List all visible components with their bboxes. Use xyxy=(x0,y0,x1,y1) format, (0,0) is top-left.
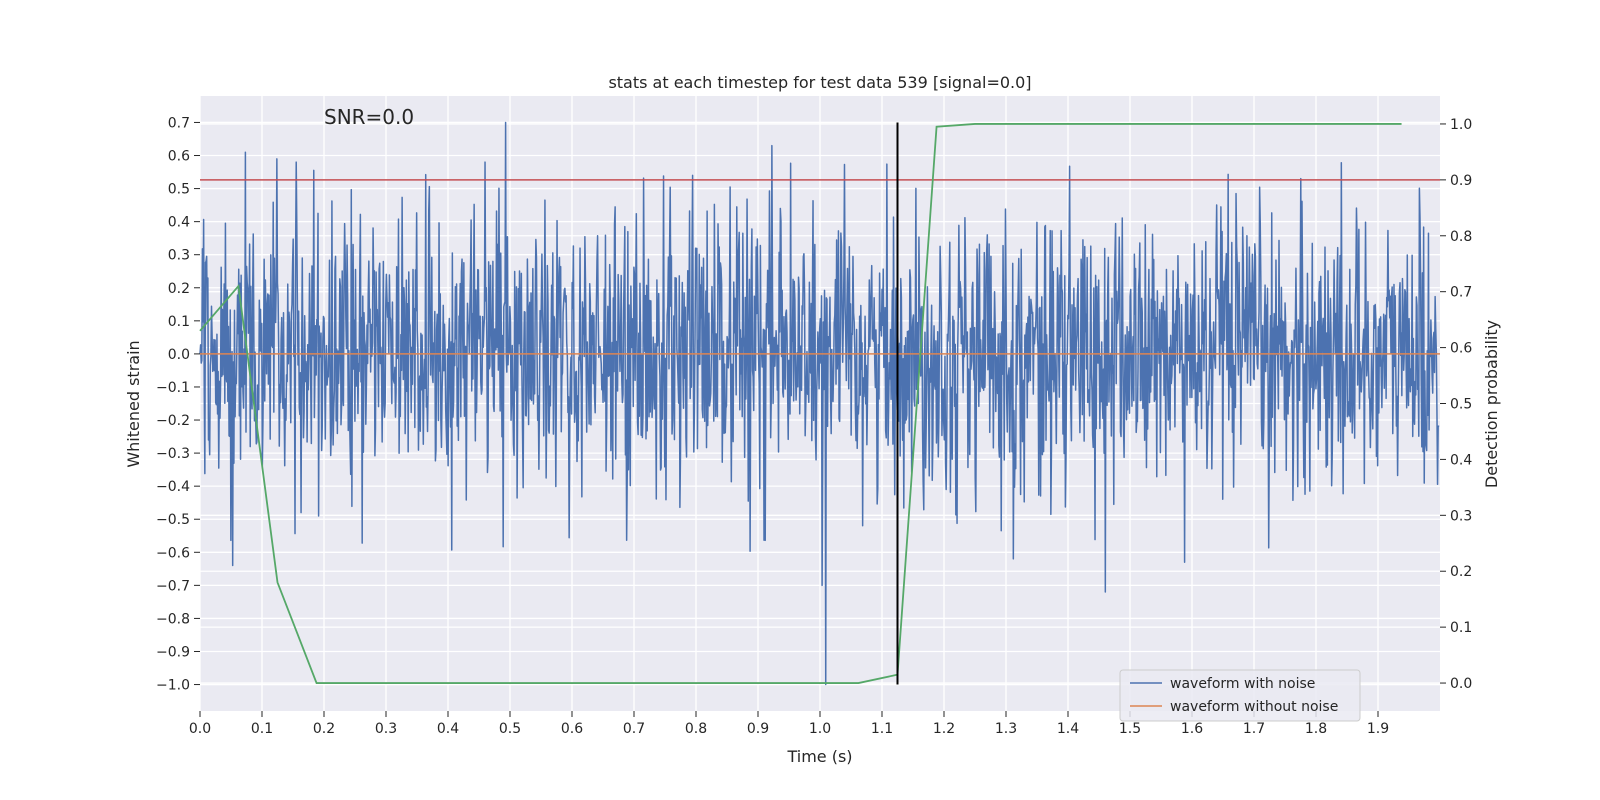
legend-label-clean: waveform without noise xyxy=(1170,699,1338,715)
x-tick-label: 1.9 xyxy=(1367,721,1389,737)
x-tick-label: 1.7 xyxy=(1243,721,1265,737)
y-tick-label: 0.1 xyxy=(168,314,190,330)
y2-tick-label: 0.1 xyxy=(1450,620,1472,636)
y-tick-label: −0.7 xyxy=(156,578,190,594)
grid xyxy=(200,96,1440,711)
x-tick-label: 0.3 xyxy=(375,721,397,737)
chart-title: stats at each timestep for test data 539… xyxy=(608,73,1031,92)
y-tick-label: −0.5 xyxy=(156,512,190,528)
x-tick-label: 1.5 xyxy=(1119,721,1141,737)
x-tick-label: 1.6 xyxy=(1181,721,1203,737)
x-tick-label: 1.4 xyxy=(1057,721,1079,737)
x-tick-label: 1.1 xyxy=(871,721,893,737)
x-tick-label: 0.8 xyxy=(685,721,707,737)
x-tick-label: 1.2 xyxy=(933,721,955,737)
y2-tick-label: 0.2 xyxy=(1450,564,1472,580)
y-tick-label: 0.7 xyxy=(168,115,190,131)
y-tick-label: 0.5 xyxy=(168,182,190,198)
y-tick-label: −0.1 xyxy=(156,380,190,396)
y-tick-label: −1.0 xyxy=(156,678,190,694)
y2-tick-label: 0.5 xyxy=(1450,397,1472,413)
y-tick-label: −0.6 xyxy=(156,545,190,561)
y-tick-label: 0.2 xyxy=(168,281,190,297)
x-tick-label: 0.0 xyxy=(189,721,211,737)
x-tick-label: 0.7 xyxy=(623,721,645,737)
legend-label-noise: waveform with noise xyxy=(1170,676,1315,692)
y-tick-label: 0.6 xyxy=(168,149,190,165)
x-tick-label: 0.5 xyxy=(499,721,521,737)
y2-tick-label: 0.8 xyxy=(1450,229,1472,245)
x-tick-label: 0.1 xyxy=(251,721,273,737)
y2-axis-label: Detection probability xyxy=(1482,320,1501,488)
y2-tick-label: 0.0 xyxy=(1450,676,1472,692)
y2-tick-label: 0.6 xyxy=(1450,341,1472,357)
y2-tick-label: 0.4 xyxy=(1450,452,1472,468)
y-tick-label: −0.3 xyxy=(156,446,190,462)
y-tick-label: −0.2 xyxy=(156,413,190,429)
y-tick-label: −0.9 xyxy=(156,644,190,660)
x-tick-label: 1.3 xyxy=(995,721,1017,737)
y2-tick-label: 0.7 xyxy=(1450,285,1472,301)
y-tick-label: −0.4 xyxy=(156,479,190,495)
x-axis-label: Time (s) xyxy=(786,747,852,766)
snr-annotation: SNR=0.0 xyxy=(324,105,414,129)
y-tick-label: 0.0 xyxy=(168,347,190,363)
x-tick-label: 0.4 xyxy=(437,721,459,737)
y-tick-label: 0.4 xyxy=(168,215,190,231)
x-tick-label: 0.9 xyxy=(747,721,769,737)
y2-tick-label: 0.3 xyxy=(1450,508,1472,524)
x-tick-label: 0.6 xyxy=(561,721,583,737)
y2-tick-label: 1.0 xyxy=(1450,117,1472,133)
y-axis-label: Whitened strain xyxy=(124,340,143,467)
y-tick-label: 0.3 xyxy=(168,248,190,264)
y2-tick-label: 0.9 xyxy=(1450,173,1472,189)
x-tick-label: 1.0 xyxy=(809,721,831,737)
x-tick-label: 1.8 xyxy=(1305,721,1327,737)
y-tick-label: −0.8 xyxy=(156,611,190,627)
x-tick-label: 0.2 xyxy=(313,721,335,737)
legend: waveform with noise waveform without noi… xyxy=(1120,670,1360,721)
